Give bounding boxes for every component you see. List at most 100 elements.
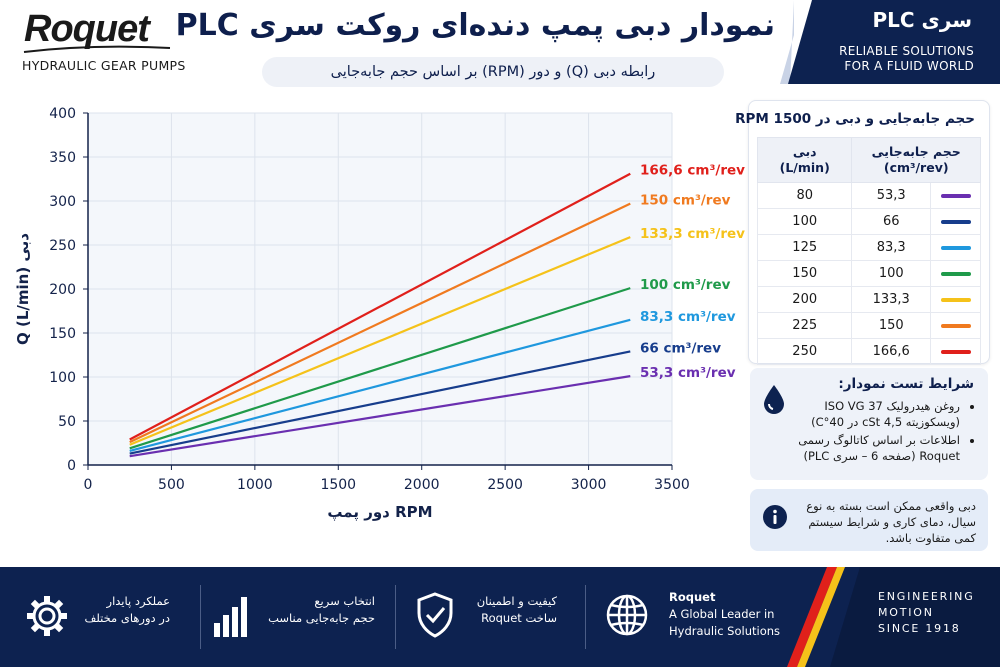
series-line (129, 202, 631, 444)
displacement-cell: 133,3 (851, 286, 932, 313)
feature-line: حجم جابه‌جایی مناسب (268, 611, 375, 625)
note-card: دبی واقعی ممکن است بسته به نوع سیال، دما… (750, 489, 988, 551)
color-swatch-cell (930, 182, 981, 209)
feature-text: عملکرد پایدار در دورهای مختلف (84, 593, 170, 627)
table-row: 250 166,6 (756, 338, 981, 365)
displacement-cell: 53,3 (851, 182, 932, 209)
feature-line: کیفیت و اطمینان (476, 594, 557, 608)
feature-quality: کیفیت و اطمینان ساخت Roquet (395, 567, 585, 667)
series-line (129, 287, 631, 450)
feature-line: در دورهای مختلف (84, 611, 170, 625)
table-body: 80 53,3 100 66 125 83,3 150 100 200 133,3 225 150 25… (756, 182, 981, 365)
flow-cell: 80 (756, 182, 853, 209)
divider (395, 585, 396, 649)
x-tick-label: 1500 (320, 477, 356, 493)
flow-rpm-chart: 0 500 1000 1500 2000 2500 3000 3500 0 50 100 150 20… (14, 106, 745, 522)
flow-cell: 100 (756, 208, 853, 235)
color-swatch-cell (930, 234, 981, 261)
bar-chart-icon (214, 597, 247, 637)
table-row: 225 150 (756, 312, 981, 339)
engineering-line: ENGINEERING (878, 590, 975, 603)
feature-stable-performance: عملکرد پایدار در دورهای مختلف (0, 567, 200, 667)
table-row: 150 100 (756, 260, 981, 287)
series-label: 150 cm³/rev (640, 193, 731, 209)
series-lines (129, 172, 631, 458)
feature-line: A Global Leader in (669, 607, 775, 621)
y-tick-label: 250 (49, 238, 76, 254)
y-tick-label: 0 (67, 458, 76, 474)
series-label: 53,3 cm³/rev (640, 365, 736, 381)
color-swatch (940, 219, 971, 224)
table-row: 125 83,3 (756, 234, 981, 261)
feature-line: انتخاب سریع (314, 594, 375, 608)
color-swatch-cell (930, 286, 981, 313)
feature-quick-selection: انتخاب سریع حجم جابه‌جایی مناسب (200, 567, 395, 667)
feature-global-leader: Roquet A Global Leader in Hydraulic Solu… (585, 567, 780, 667)
series-line (129, 236, 631, 446)
flow-cell: 200 (756, 286, 853, 313)
series-label: 66 cm³/rev (640, 340, 721, 356)
displacement-table: دبی (L/min) حجم جابه‌جایی (cm³/rev) 80 53… (756, 137, 981, 365)
series-line (129, 318, 631, 452)
displacement-table-card: حجم جابه‌جایی و دبی در 1500 RPM دبی (L/m… (735, 100, 990, 365)
y-tick-label: 100 (49, 370, 76, 386)
tagline: RELIABLE SOLUTIONS FOR A FLUID WORLD (839, 44, 974, 74)
color-swatch (940, 193, 971, 198)
series-label: 83,3 cm³/rev (640, 309, 736, 325)
y-tick-labels: 0 50 100 150 200 250 300 350 400 (49, 106, 76, 474)
note-text: دبی واقعی ممکن است بسته به نوع سیال، دما… (806, 499, 976, 545)
table-row: 100 66 (756, 208, 981, 235)
color-swatch (940, 271, 971, 276)
displacement-cell: 150 (851, 312, 932, 339)
x-axis-title: دور پمپ RPM (327, 503, 432, 522)
series-line (129, 350, 631, 455)
page-title: نمودار دبی پمپ دنده‌ای روکت سری PLC (175, 8, 775, 43)
engineering-panel: ENGINEERING MOTION SINCE 1918 (830, 567, 1000, 667)
x-tick-label: 2000 (404, 477, 440, 493)
color-swatch-cell (930, 312, 981, 339)
engineering-line: SINCE 1918 (878, 622, 961, 635)
axes (83, 112, 673, 470)
x-tick-label: 3000 (571, 477, 607, 493)
flow-cell: 125 (756, 234, 853, 261)
x-tick-label: 2500 (487, 477, 523, 493)
series-labels: 166,6 cm³/rev 150 cm³/rev 133,3 cm³/rev 100… (640, 163, 745, 381)
divider (200, 585, 201, 649)
series-line (129, 375, 631, 458)
logo-swoosh-icon (23, 45, 171, 53)
col-disp-label: حجم جابه‌جایی (871, 144, 961, 159)
logo-subtitle: HYDRAULIC GEAR PUMPS (22, 58, 186, 73)
displacement-cell: 83,3 (851, 234, 932, 261)
condition-item: اطلاعات بر اساس کاتالوگ رسمی Roquet (صفح… (770, 432, 960, 464)
feature-line: Roquet (669, 590, 716, 604)
info-icon (763, 505, 787, 529)
feature-line: ساخت Roquet (481, 611, 557, 625)
series-name: سری PLC (872, 8, 973, 32)
col-flow-header: دبی (L/min) (756, 137, 853, 183)
engineering-text: ENGINEERING MOTION SINCE 1918 (878, 589, 975, 637)
x-tick-label: 3500 (654, 477, 690, 493)
color-swatch (940, 323, 971, 328)
divider (585, 585, 586, 649)
x-tick-labels: 0 500 1000 1500 2000 2500 3000 3500 (84, 477, 690, 493)
y-tick-label: 300 (49, 194, 76, 210)
y-axis-title: Q (L/min) دبی (14, 233, 32, 345)
y-tick-label: 400 (49, 106, 76, 122)
y-tick-label: 50 (58, 414, 76, 430)
table-row: 200 133,3 (756, 286, 981, 313)
table-header-row: دبی (L/min) حجم جابه‌جایی (cm³/rev) (756, 137, 981, 183)
tagline-line-1: RELIABLE SOLUTIONS (839, 44, 974, 58)
color-swatch (940, 297, 971, 302)
page-subtitle: رابطه دبی (Q) و دور (RPM) بر اساس حجم جا… (262, 57, 724, 87)
series-line (129, 172, 631, 441)
conditions-list: روغن هیدرولیک ISO VG 37 (ویسکوزیته 4,5 c… (770, 398, 974, 466)
flow-cell: 150 (756, 260, 853, 287)
y-tick-label: 350 (49, 150, 76, 166)
col-disp-unit: (cm³/rev) (883, 160, 949, 175)
col-disp-header: حجم جابه‌جایی (cm³/rev) (851, 137, 981, 183)
col-flow-label: دبی (792, 144, 817, 159)
displacement-cell: 166,6 (851, 338, 932, 365)
color-swatch (940, 245, 971, 250)
oil-drop-icon (764, 385, 784, 414)
conditions-title: شرایط تست نمودار: (838, 376, 974, 392)
